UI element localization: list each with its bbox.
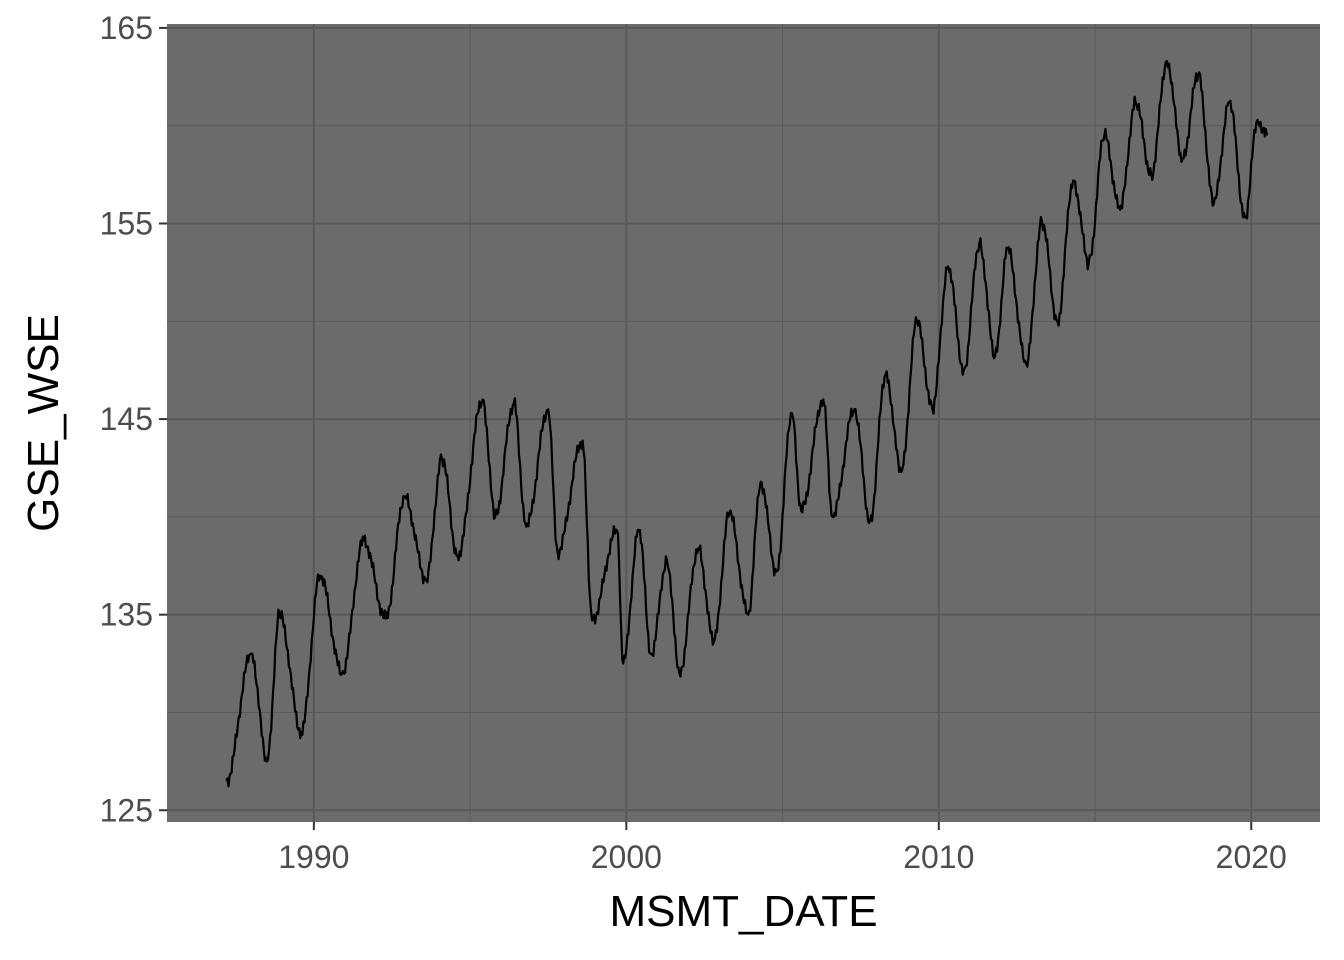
y-tick-label: 145 — [100, 401, 153, 437]
y-axis: 125 135 145 155 165 — [100, 10, 167, 828]
x-axis: 1990 2000 2010 2020 — [278, 822, 1287, 875]
grid-minor — [167, 24, 1320, 822]
y-tick-label: 135 — [100, 597, 153, 633]
x-axis-title: MSMT_DATE — [609, 887, 877, 936]
x-tick-label: 2010 — [903, 839, 974, 875]
y-axis-title: GSE_WSE — [19, 314, 68, 532]
y-tick-label: 125 — [100, 792, 153, 828]
x-tick-label: 1990 — [278, 839, 349, 875]
y-tick-label: 165 — [100, 10, 153, 46]
y-tick-label: 155 — [100, 206, 153, 242]
x-tick-label: 2020 — [1216, 839, 1287, 875]
x-tick-label: 2000 — [591, 839, 662, 875]
series-line — [225, 60, 1268, 788]
plot-panel — [167, 24, 1320, 822]
